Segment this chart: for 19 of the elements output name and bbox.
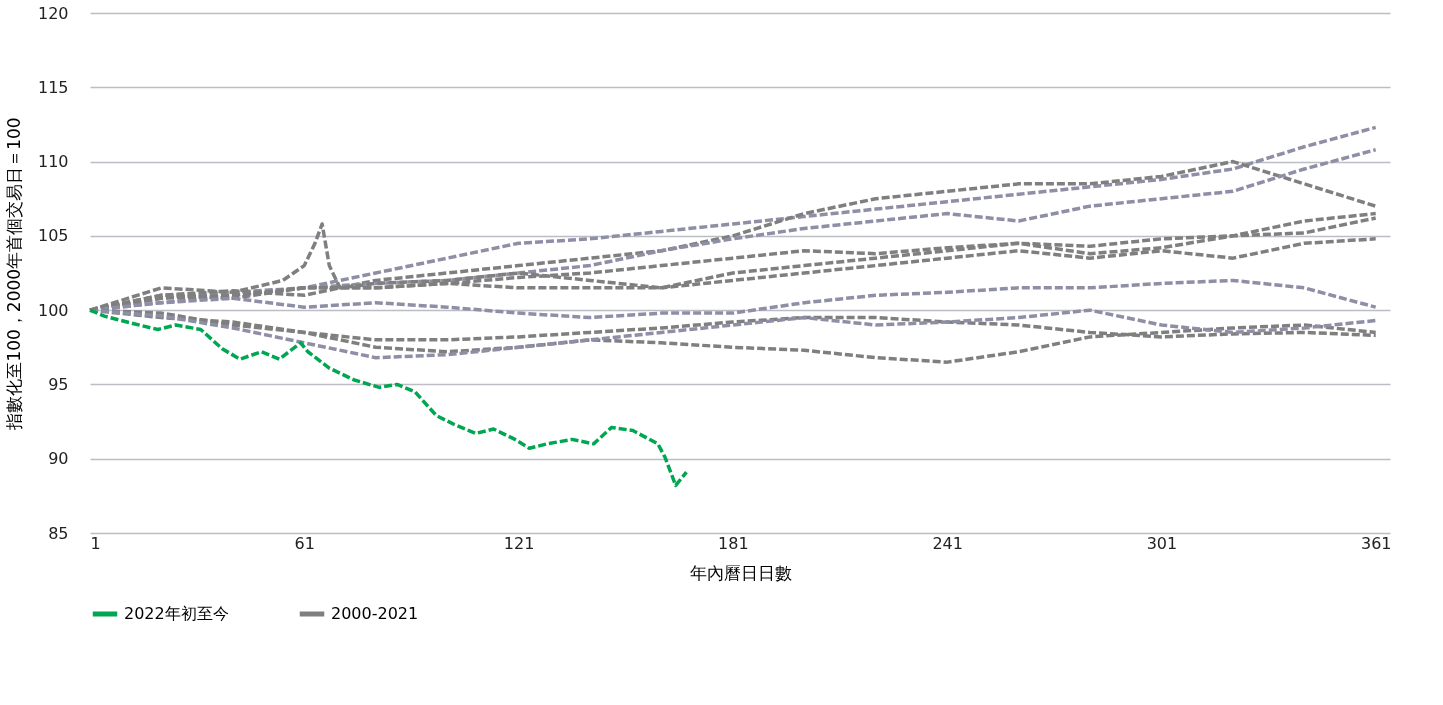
- x-tick-label: 61: [294, 533, 315, 553]
- x-tick-label: 181: [718, 533, 749, 553]
- y-tick-label: 120: [37, 3, 69, 23]
- y-tick-label: 105: [37, 226, 69, 246]
- legend-label: 2000-2021: [331, 604, 419, 623]
- y-tick-label: 95: [48, 374, 69, 394]
- y-axis-title: 指數化至100，2000年首個交易日＝100: [3, 117, 24, 431]
- x-tick-label: 121: [503, 533, 535, 553]
- y-tick-label: 100: [37, 300, 69, 320]
- x-tick-label: 241: [932, 533, 963, 553]
- y-tick-label: 110: [37, 152, 69, 172]
- x-tick-label: 1: [90, 533, 101, 553]
- x-tick-label: 301: [1146, 533, 1178, 553]
- y-tick-label: 85: [48, 523, 69, 543]
- y-tick-label: 115: [37, 77, 69, 97]
- x-axis-title: 年內曆日日數: [689, 562, 792, 583]
- x-tick-label: 361: [1360, 533, 1392, 553]
- y-tick-label: 90: [48, 449, 69, 469]
- legend-label: 2022年初至今: [124, 604, 229, 623]
